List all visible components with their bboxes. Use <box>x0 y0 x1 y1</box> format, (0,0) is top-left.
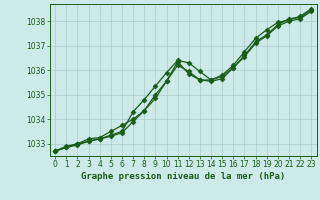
X-axis label: Graphe pression niveau de la mer (hPa): Graphe pression niveau de la mer (hPa) <box>81 172 285 181</box>
